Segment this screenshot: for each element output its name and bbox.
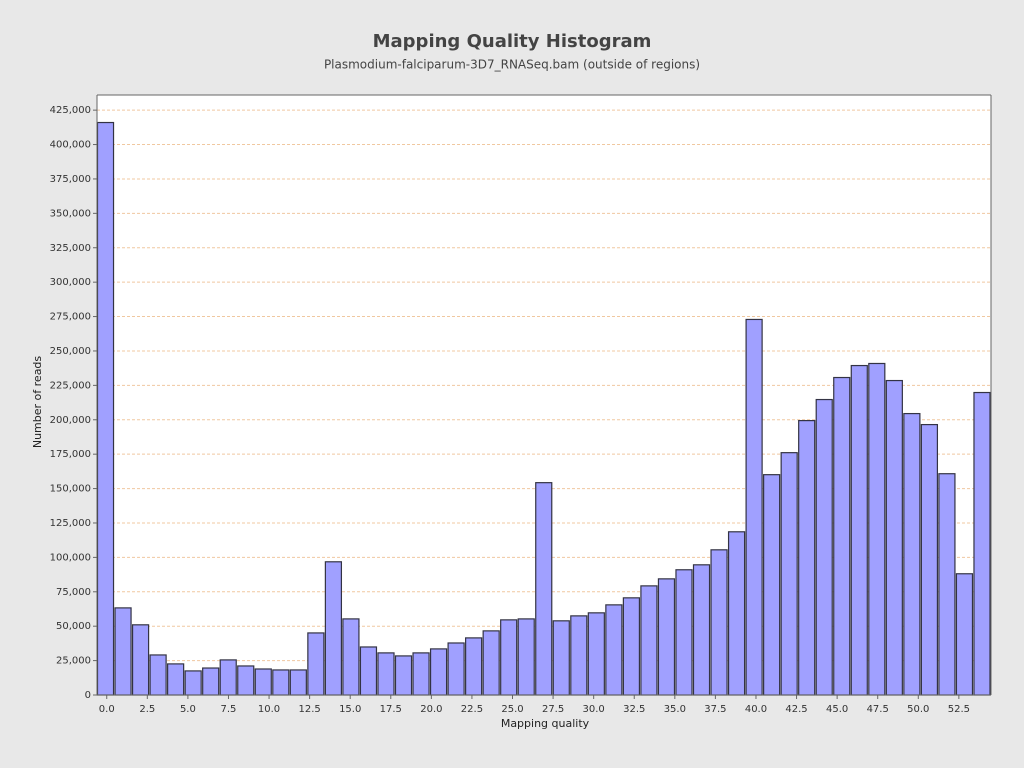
bar <box>640 585 658 696</box>
bar <box>727 531 746 696</box>
bar <box>692 564 711 696</box>
bar <box>885 379 903 696</box>
bar <box>272 669 290 696</box>
x-tick-label: 7.5 <box>221 704 237 715</box>
bar <box>342 618 360 696</box>
bar <box>114 607 132 696</box>
bar <box>815 398 833 696</box>
x-tick-label: 5.0 <box>180 704 196 715</box>
y-tick-label: 250,000 <box>50 346 91 357</box>
y-tick-label: 400,000 <box>50 140 91 151</box>
x-tick-label: 0.0 <box>99 704 115 715</box>
y-tick-label: 0 <box>85 690 91 701</box>
bar <box>605 604 623 696</box>
bar <box>973 391 991 696</box>
bar <box>254 668 272 696</box>
y-tick-label: 75,000 <box>56 587 91 598</box>
bar <box>289 669 307 696</box>
y-tick-label: 225,000 <box>50 380 91 391</box>
bar <box>798 419 816 696</box>
bar <box>850 364 868 696</box>
bar <box>447 642 465 696</box>
x-tick-label: 45.0 <box>826 704 848 715</box>
x-tick-label: 22.5 <box>461 704 483 715</box>
x-tick-label: 12.5 <box>298 704 320 715</box>
bar <box>394 655 413 696</box>
y-tick-label: 325,000 <box>50 243 91 254</box>
x-tick-label: 35.0 <box>664 704 686 715</box>
bar <box>307 632 325 696</box>
bar <box>710 549 728 696</box>
bar <box>412 652 430 696</box>
bar <box>131 624 150 696</box>
bar <box>517 618 535 696</box>
bar <box>149 654 167 696</box>
bar <box>780 452 798 696</box>
y-tick-label: 425,000 <box>50 105 91 116</box>
y-tick-label: 50,000 <box>56 621 91 632</box>
chart-title: Mapping Quality Histogram <box>373 31 652 52</box>
bar <box>587 612 605 696</box>
bar <box>763 474 781 696</box>
bar <box>237 665 255 696</box>
x-tick-label: 37.5 <box>704 704 726 715</box>
x-tick-label: 40.0 <box>745 704 767 715</box>
bar <box>324 561 343 696</box>
bar <box>955 573 974 696</box>
x-tick-label: 2.5 <box>139 704 155 715</box>
y-tick-label: 175,000 <box>50 449 91 460</box>
bar <box>377 652 395 696</box>
bar <box>920 423 939 696</box>
bar <box>500 619 518 696</box>
y-tick-label: 275,000 <box>50 312 91 323</box>
bar <box>552 620 570 696</box>
x-axis-label: Mapping quality <box>501 717 590 730</box>
x-tick-label: 25.0 <box>501 704 523 715</box>
bar <box>167 663 185 696</box>
bar <box>622 597 641 696</box>
chart-subtitle: Plasmodium-falciparum-3D7_RNASeq.bam (ou… <box>324 58 700 72</box>
bar <box>868 362 886 696</box>
bar <box>96 121 115 696</box>
x-tick-label: 30.0 <box>583 704 605 715</box>
bar <box>833 376 851 696</box>
bar <box>482 630 500 696</box>
bar <box>903 412 921 696</box>
bar <box>657 578 676 696</box>
bar <box>202 667 220 696</box>
x-tick-label: 27.5 <box>542 704 564 715</box>
x-tick-label: 20.0 <box>420 704 442 715</box>
y-tick-label: 200,000 <box>50 415 91 426</box>
y-tick-label: 375,000 <box>50 174 91 185</box>
bar <box>359 646 378 696</box>
bar <box>429 648 448 696</box>
x-tick-label: 50.0 <box>907 704 929 715</box>
bar <box>184 670 202 696</box>
x-tick-label: 42.5 <box>785 704 807 715</box>
bar <box>219 659 237 696</box>
bar <box>745 318 763 696</box>
bar <box>938 473 956 696</box>
x-tick-label: 47.5 <box>867 704 889 715</box>
y-tick-label: 125,000 <box>50 518 91 529</box>
y-tick-label: 150,000 <box>50 484 91 495</box>
bar <box>535 482 553 696</box>
y-axis-label: Number of reads <box>31 356 44 449</box>
x-tick-label: 15.0 <box>339 704 361 715</box>
y-tick-label: 25,000 <box>56 656 91 667</box>
x-tick-label: 52.5 <box>948 704 970 715</box>
y-tick-label: 300,000 <box>50 277 91 288</box>
x-tick-label: 17.5 <box>380 704 402 715</box>
y-tick-label: 100,000 <box>50 552 91 563</box>
y-tick-label: 350,000 <box>50 208 91 219</box>
bar <box>570 615 588 696</box>
bar <box>465 637 483 696</box>
x-tick-label: 32.5 <box>623 704 645 715</box>
bar <box>675 569 693 696</box>
x-tick-label: 10.0 <box>258 704 280 715</box>
